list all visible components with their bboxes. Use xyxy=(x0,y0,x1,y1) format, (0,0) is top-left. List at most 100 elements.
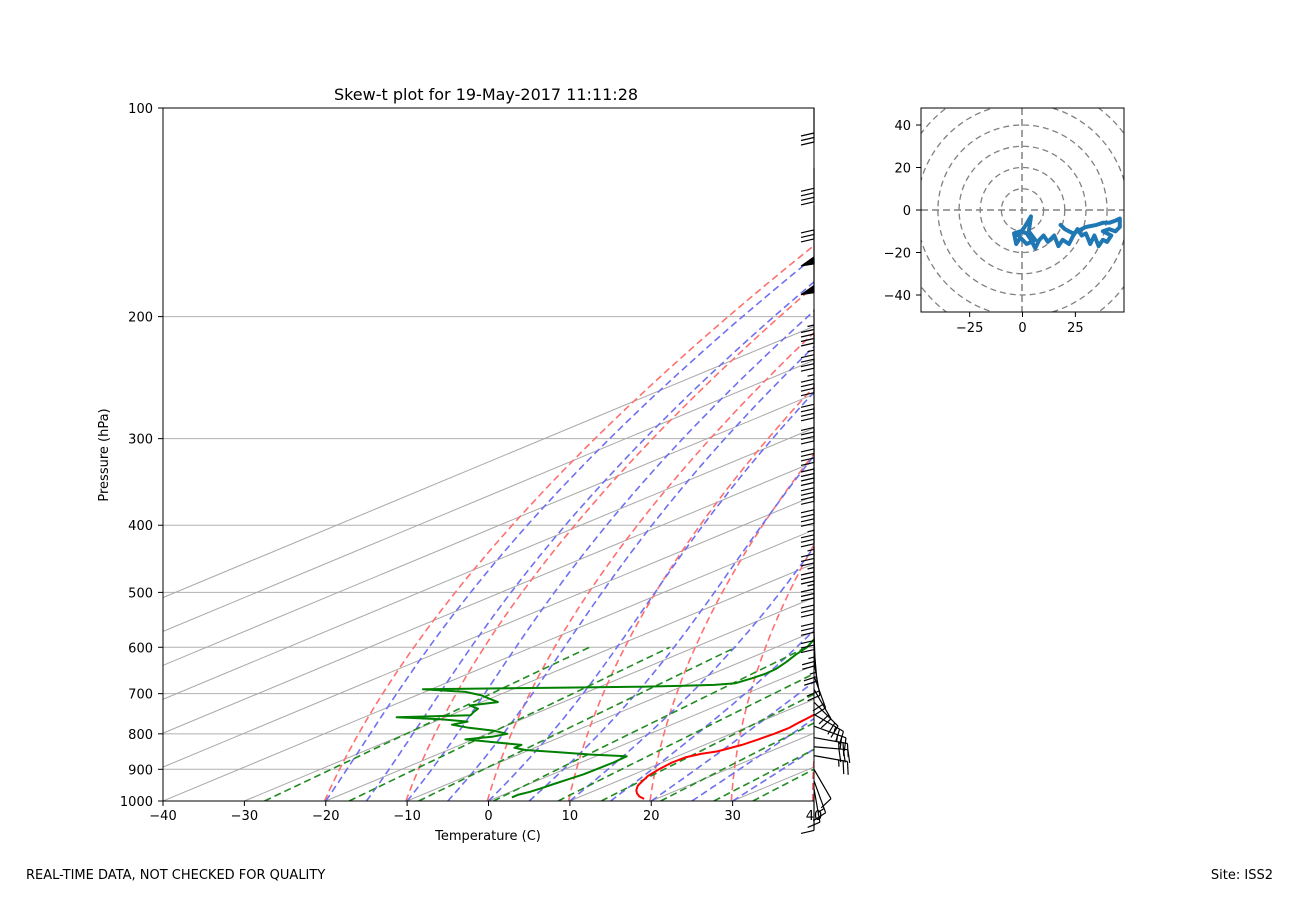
y-tick-label: 200 xyxy=(128,311,153,326)
wind-barb xyxy=(800,308,815,347)
isotherm-line xyxy=(813,800,814,801)
x-tick-label: 0 xyxy=(484,809,492,824)
isotherm-line xyxy=(569,698,814,801)
mixing-ratio-line xyxy=(660,722,814,801)
hodograph-x-tick-label: 25 xyxy=(1067,321,1084,336)
hodograph-y-tick-label: 0 xyxy=(903,204,911,219)
isotherm-line xyxy=(163,495,814,768)
y-tick-label: 400 xyxy=(128,519,153,534)
wind-barb xyxy=(800,467,815,505)
wind-barb xyxy=(813,736,849,757)
wind-barb xyxy=(813,701,839,738)
chart-title: Skew-t plot for 19-May-2017 11:11:28 xyxy=(334,85,638,104)
hodograph-x-tick-label: −25 xyxy=(956,321,983,336)
hodograph-y-tick-label: 40 xyxy=(894,119,911,134)
y-tick-label: 100 xyxy=(128,102,153,117)
wind-barb xyxy=(800,167,815,206)
site-label: Site: ISS2 xyxy=(1210,868,1273,883)
hodograph-ticks: −25 0 25 −40 −20 0 20 40 xyxy=(884,119,1084,336)
isotherm-line xyxy=(163,393,814,666)
y-tick-label: 1000 xyxy=(120,795,153,810)
wind-barb xyxy=(800,204,815,243)
skew-t-chart: Skew-t plot for 19-May-2017 11:11:28 −40… xyxy=(97,85,1300,844)
wind-barb xyxy=(813,713,845,745)
mixing-ratio-line xyxy=(418,646,737,801)
moist-adiabat xyxy=(610,629,814,801)
mixing-ratio-line xyxy=(493,646,807,801)
isotherm-line xyxy=(163,359,814,633)
isotherm-line xyxy=(732,766,814,801)
isotherm-line xyxy=(488,664,814,801)
y-tick-label: 800 xyxy=(128,728,153,743)
x-tick-label: −10 xyxy=(393,809,420,824)
moist-adiabat xyxy=(447,345,814,801)
hodograph-x-tick-label: 0 xyxy=(1018,321,1026,336)
y-tick-label: 500 xyxy=(128,586,153,601)
x-axis-label: Temperature (C) xyxy=(434,829,541,844)
wind-barb xyxy=(813,768,832,809)
moist-adiabat xyxy=(365,280,814,801)
dry-adiabat xyxy=(567,385,814,801)
dry-adiabat xyxy=(730,543,814,801)
hodograph-y-tick-label: −40 xyxy=(884,289,911,304)
hodograph-ring xyxy=(958,145,1087,275)
y-axis-ticks: 1000 900 800 700 600 500 400 300 200 100 xyxy=(120,102,163,810)
x-tick-label: 10 xyxy=(562,809,579,824)
hodograph-chart: −25 0 25 −40 −20 0 20 40 xyxy=(884,107,1125,336)
isotherm-line xyxy=(163,325,814,599)
mixing-ratio-lines xyxy=(264,646,814,801)
wind-barb xyxy=(800,358,815,397)
hodograph-trace xyxy=(1012,214,1122,251)
wind-barb xyxy=(813,755,849,775)
dry-adiabat xyxy=(969,108,1300,801)
x-tick-label: −40 xyxy=(149,809,176,824)
moist-adiabat xyxy=(528,454,814,801)
isotherm-line xyxy=(163,461,814,734)
mixing-ratio-line xyxy=(713,748,814,801)
dry-adiabats xyxy=(323,108,1300,801)
x-tick-label: 20 xyxy=(643,809,660,824)
wind-barb xyxy=(800,108,815,146)
moist-adiabat xyxy=(325,256,814,801)
sounding-profiles xyxy=(395,638,814,800)
dewpoint-profile xyxy=(395,638,814,799)
isotherm-lines xyxy=(163,325,814,801)
skew-t-frame xyxy=(162,107,815,802)
wind-barb xyxy=(813,780,827,821)
hodograph-line xyxy=(1012,214,1122,251)
isotherm-line xyxy=(244,563,814,801)
dry-adiabat xyxy=(892,108,1290,801)
dry-adiabat xyxy=(811,750,814,801)
dry-adiabat xyxy=(1044,108,1300,801)
wind-barb xyxy=(800,334,815,372)
dry-adiabat xyxy=(649,452,814,801)
y-tick-label: 300 xyxy=(128,433,153,448)
y-axis-label: Pressure (hPa) xyxy=(97,408,112,501)
mixing-ratio-line xyxy=(557,672,814,801)
isotherm-line xyxy=(163,529,814,801)
moist-adiabat xyxy=(487,391,814,801)
x-tick-label: −30 xyxy=(231,809,258,824)
y-tick-label: 700 xyxy=(128,688,153,703)
y-tick-label: 900 xyxy=(128,763,153,778)
isobar-grid xyxy=(163,108,814,801)
moist-adiabat xyxy=(732,748,814,801)
hodograph-y-tick-label: −20 xyxy=(884,247,911,262)
mixing-ratio-line xyxy=(348,646,671,801)
quality-disclaimer: REAL-TIME DATA, NOT CHECKED FOR QUALITY xyxy=(26,868,326,883)
wind-barbs xyxy=(800,108,851,835)
dry-adiabat xyxy=(323,244,814,801)
isotherm-line xyxy=(406,630,814,801)
hodograph-y-tick-label: 20 xyxy=(894,162,911,177)
x-axis-ticks: −40 −30 −20 −10 0 10 20 30 40 xyxy=(149,801,822,824)
moist-adiabat xyxy=(691,717,814,801)
isotherm-line xyxy=(325,597,814,801)
moist-adiabats xyxy=(325,256,814,801)
dry-adiabat xyxy=(405,285,814,801)
x-tick-label: −20 xyxy=(312,809,339,824)
x-tick-label: 30 xyxy=(724,809,741,824)
mixing-ratio-line xyxy=(752,768,814,801)
isotherm-line xyxy=(163,427,814,700)
mixing-ratio-line xyxy=(264,646,590,801)
